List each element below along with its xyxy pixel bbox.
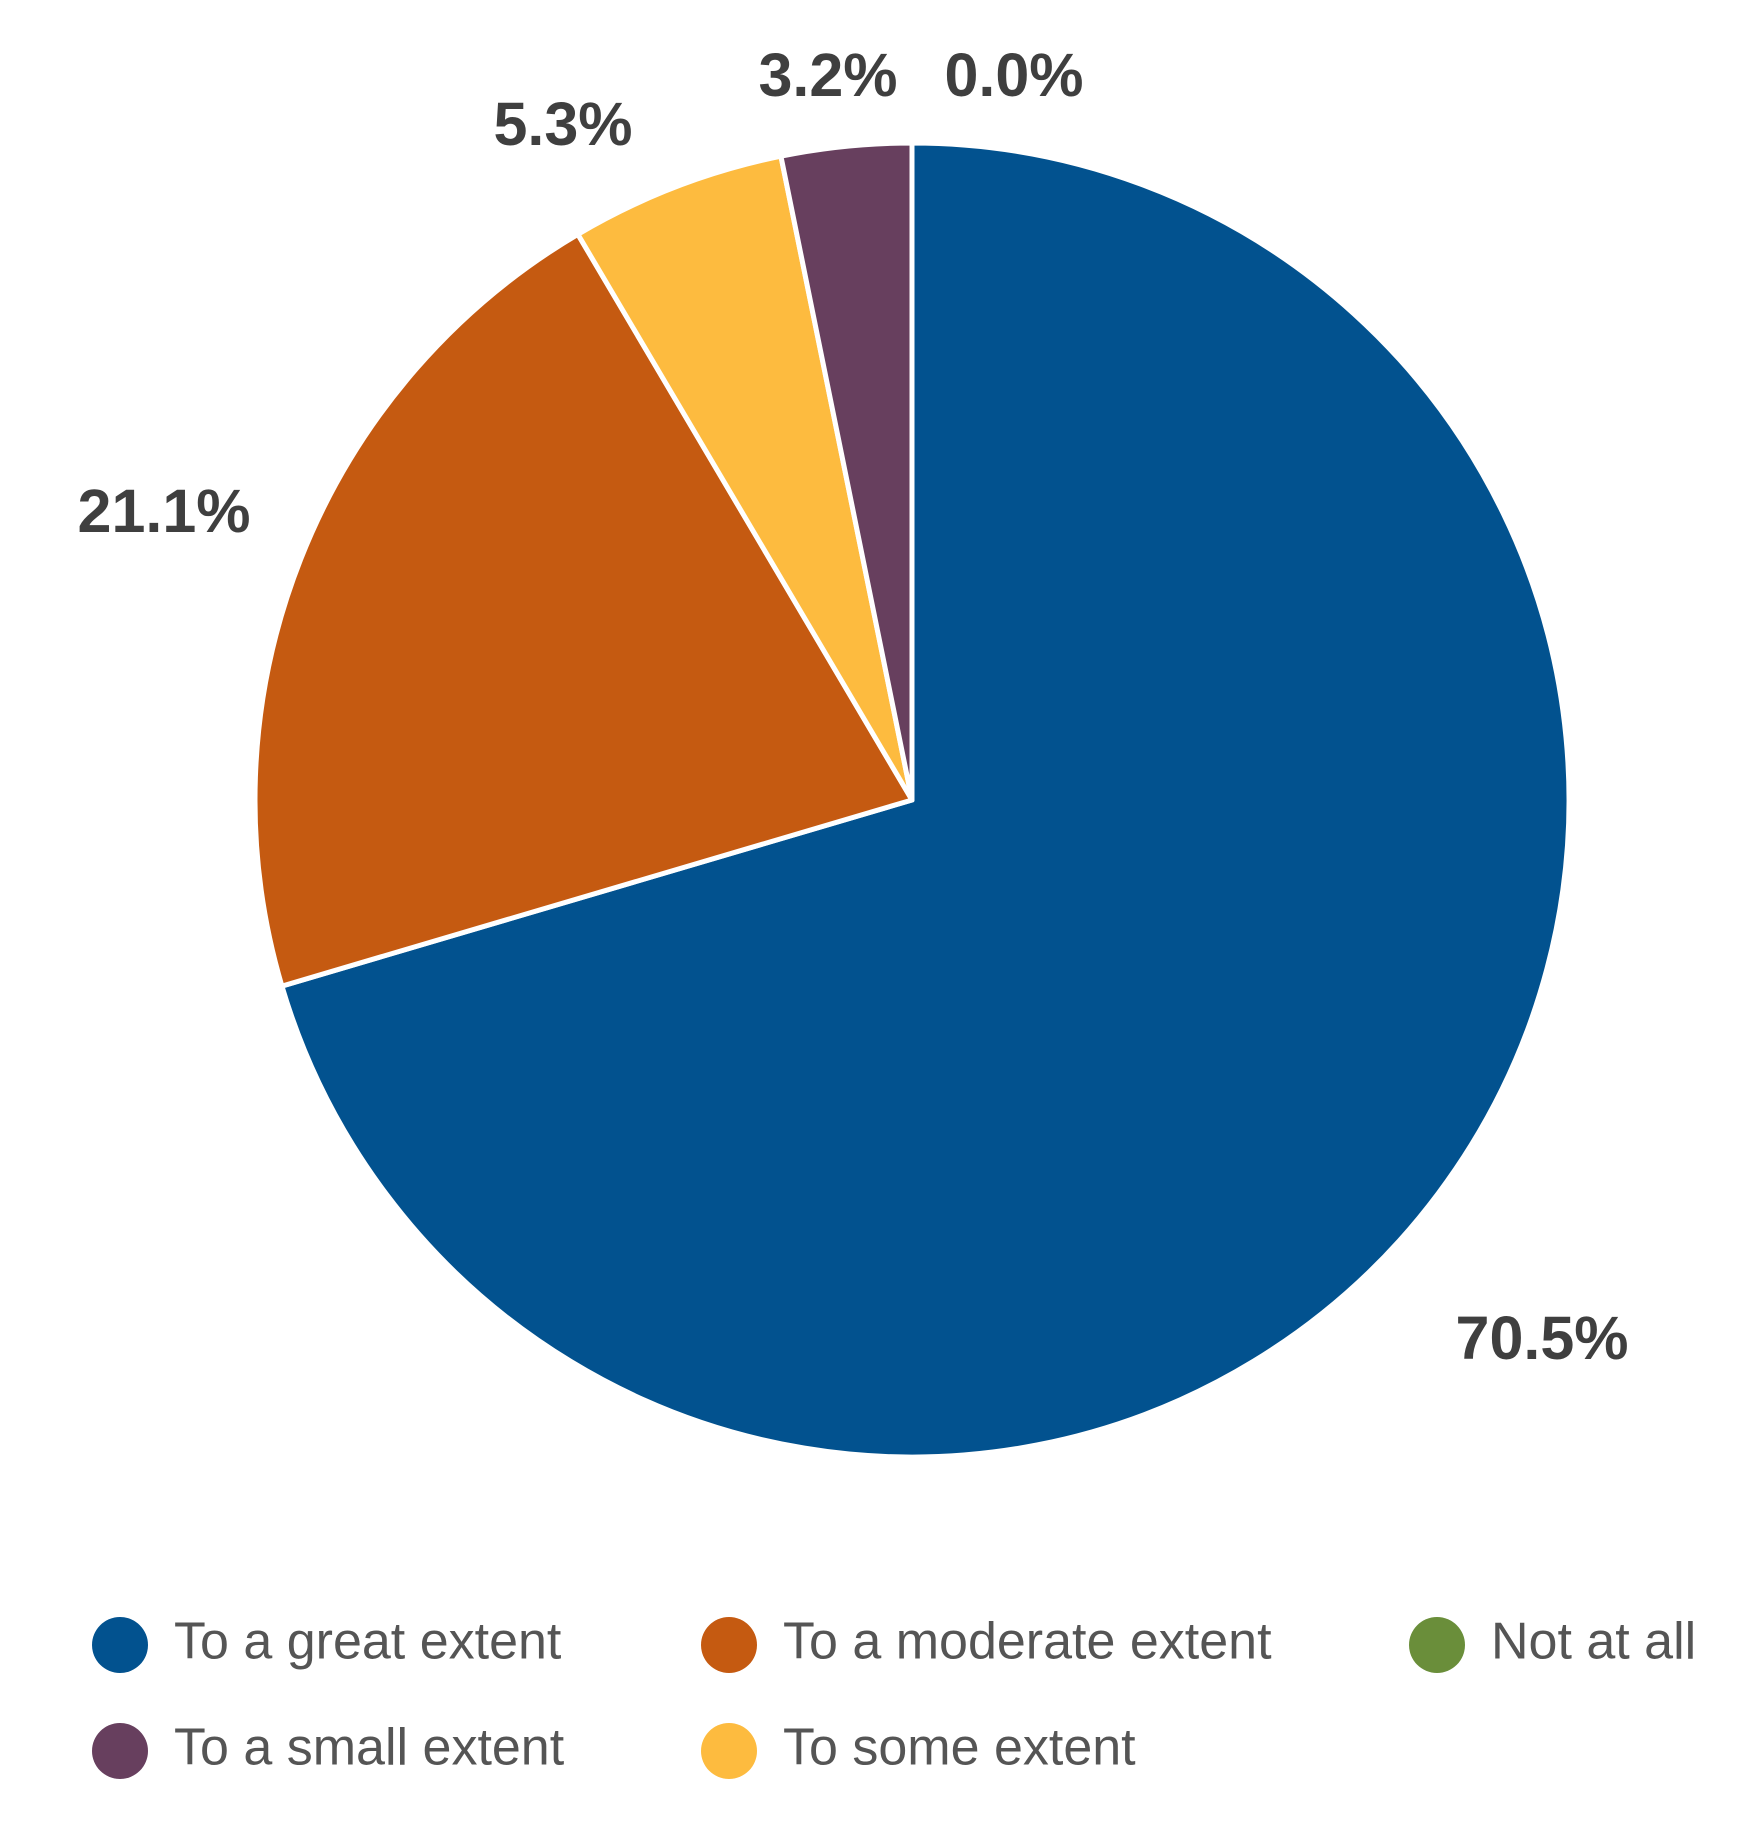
legend-label: To a great extent bbox=[174, 1613, 562, 1671]
legend-marker bbox=[701, 1617, 757, 1673]
data-label: 3.2% bbox=[758, 41, 897, 109]
pie-slice bbox=[252, 231, 915, 989]
legend-marker bbox=[92, 1723, 148, 1779]
legend-marker bbox=[92, 1617, 148, 1673]
legend-label: Not at all bbox=[1491, 1613, 1696, 1671]
data-label: 5.3% bbox=[493, 90, 632, 158]
legend-label: To a moderate extent bbox=[783, 1613, 1272, 1671]
data-label: 70.5% bbox=[1456, 1304, 1629, 1372]
data-label: 21.1% bbox=[78, 477, 251, 545]
data-label: 0.0% bbox=[944, 41, 1083, 109]
legend-marker bbox=[701, 1723, 757, 1779]
legend-label: To some extent bbox=[783, 1719, 1136, 1777]
pie-slice bbox=[575, 153, 915, 803]
legend-marker bbox=[1409, 1617, 1465, 1673]
legend-label: To a small extent bbox=[174, 1719, 565, 1777]
pie-slice bbox=[279, 140, 1572, 1460]
